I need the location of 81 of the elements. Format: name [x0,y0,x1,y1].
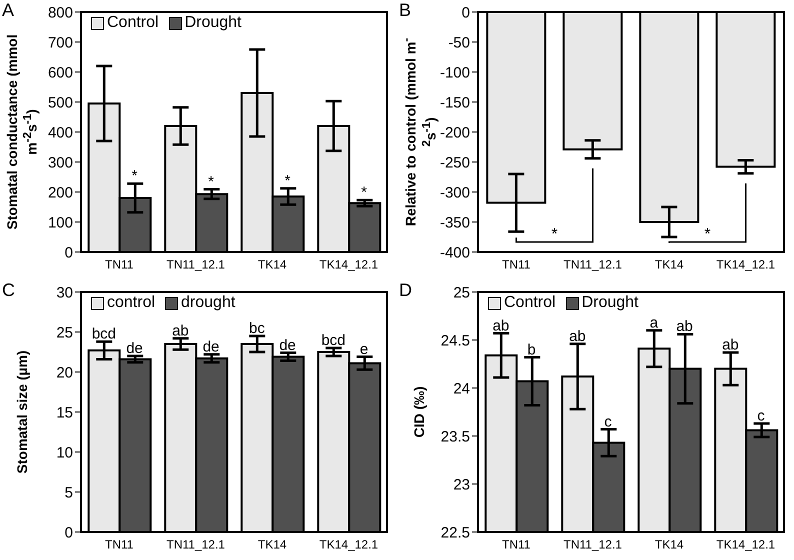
y-tick-label: 25 [453,284,470,302]
y-tick-label: 15 [56,404,73,422]
x-tick-label: TK14 [654,258,684,272]
annotation: ab [172,322,189,340]
x-tick-label: TN11_12.1 [564,538,622,552]
chart-title: B [399,0,412,21]
annotation: ab [569,328,586,345]
y-tick-label: 0 [64,244,73,262]
legend-label: control [107,294,156,312]
annotation: c [604,413,612,430]
chart-title: D [399,280,412,301]
y-tick-label: 30 [56,284,73,302]
y-tick-label: -350 [440,214,470,232]
x-tick-label: TN11_12.1 [166,258,226,272]
annotation: bc [249,320,266,337]
annotation: de [126,340,143,357]
y-tick-label: 0 [462,4,470,22]
annotation: * [361,184,368,202]
x-tick-label: TN11 [105,538,134,552]
annotation: c [757,408,766,425]
y-tick-label: 600 [48,64,73,82]
legend-label: Control [107,14,159,32]
x-tick-label: TK14 [654,538,684,552]
annotation: ab [676,318,693,336]
chart-title: C [2,280,15,301]
y-tick-label: 24.5 [440,332,470,350]
y-tick-label: -200 [440,124,470,142]
x-tick-label: TK14_12.1 [319,258,378,272]
x-tick-label: TK14_12.1 [716,258,776,272]
y-tick-label: 0 [64,524,73,542]
y-tick-label: 200 [48,184,73,202]
y-tick-label: -150 [440,94,470,112]
annotation: * [208,173,214,190]
annotation: * [284,172,291,190]
y-tick-label: -400 [440,244,470,262]
annotation: * [551,226,558,243]
y-tick-label: -50 [448,34,470,52]
x-tick-label: TN11 [502,258,531,272]
y-tick-label: 10 [56,444,73,462]
y-tick-label: 300 [48,154,73,172]
y-tick-label: -250 [440,154,470,172]
x-tick-label: TN11_12.1 [564,258,622,272]
legend-label: drought [181,294,236,312]
legend-label: Drought [184,14,242,32]
annotation: * [132,168,138,185]
legend-label: Control [504,294,556,312]
y-tick-label: -300 [440,184,470,202]
annotation: bcd [321,332,346,349]
annotation: de [279,336,296,354]
y-tick-label: 22.5 [440,524,470,542]
y-axis-title: CID (‰) [411,386,427,438]
annotation: de [202,338,220,356]
y-tick-label: 20 [56,364,73,382]
annotation: ab [492,317,510,334]
y-tick-label: 5 [64,484,73,502]
y-tick-label: 23.5 [440,428,470,446]
legend-label: Drought [582,294,638,312]
y-tick-label: 700 [48,34,73,52]
chart-title: A [2,0,14,21]
y-tick-label: 500 [48,94,73,112]
y-tick-label: 25 [56,324,73,342]
x-tick-label: TK14 [258,258,287,272]
y-tick-label: -100 [440,64,470,82]
annotation: * [704,226,711,243]
annotation: ab [722,336,739,354]
y-axis-title: Stomatal size (µm) [14,350,30,474]
annotation: e [360,340,368,358]
x-tick-label: TN11 [105,258,134,272]
x-tick-label: TN11 [502,538,531,552]
x-tick-label: TK14 [258,538,287,552]
annotation: b [527,341,536,358]
y-tick-label: 100 [48,214,73,232]
annotation: bcd [92,326,116,343]
annotation: a [650,314,659,332]
y-tick-label: 400 [48,124,73,142]
y-tick-label: 23 [453,476,470,494]
y-tick-label: 24 [453,380,470,398]
x-tick-label: TN11_12.1 [166,538,226,552]
y-tick-label: 800 [48,4,73,22]
x-tick-label: TK14_12.1 [716,538,776,552]
x-tick-label: TK14_12.1 [319,538,378,552]
